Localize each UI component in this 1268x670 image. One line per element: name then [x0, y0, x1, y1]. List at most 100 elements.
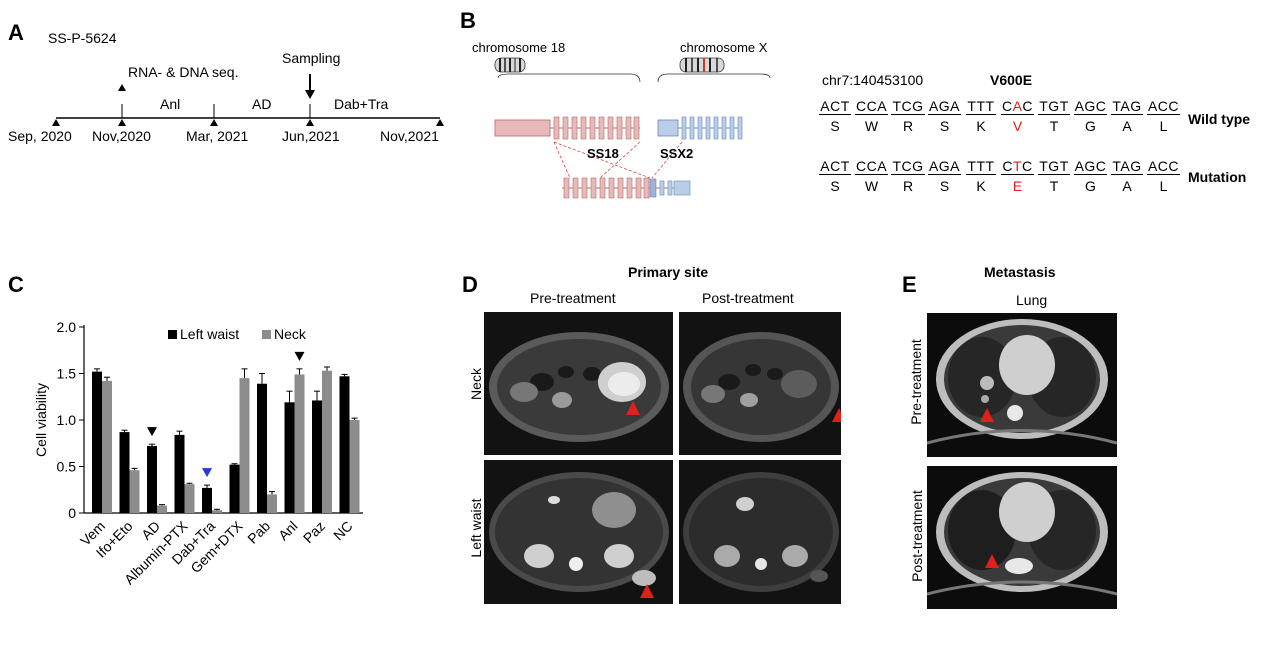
codon: CTC [1001, 158, 1034, 175]
row-pre-treatment-label: Pre-treatment [908, 339, 924, 425]
codon: TCG [891, 98, 925, 115]
y-tick-label: 1.5 [57, 366, 77, 382]
ssx2-gene [657, 116, 743, 140]
wildtype-label: Wild type [1188, 111, 1251, 127]
bar [312, 400, 322, 513]
codon: AGC [1073, 158, 1108, 175]
codon: TAG [1111, 98, 1143, 115]
col-pre-treatment: Pre-treatment [530, 290, 616, 306]
timeline-tick [436, 119, 444, 126]
mri-waist-pre [484, 460, 673, 604]
bar [349, 420, 360, 513]
x-tick-label: Anl [275, 518, 301, 544]
bar [294, 374, 305, 513]
amino-acid: K [976, 118, 986, 134]
bar [157, 505, 167, 513]
timeline-tick [306, 119, 314, 126]
codon: TTT [966, 98, 996, 115]
lesion-arrow-icon [626, 401, 640, 415]
x-tick-label: Pab [244, 518, 273, 547]
primary-site-title: Primary site [628, 264, 709, 280]
amino-acid: T [1049, 118, 1059, 134]
panel-label-d: D [462, 272, 478, 297]
metastasis-title: Metastasis [984, 264, 1056, 280]
amino-acid: L [1159, 118, 1168, 134]
codon: CAC [1000, 98, 1035, 115]
codon: CCA [854, 158, 889, 175]
amino-acid: S [939, 118, 950, 134]
amino-acid: L [1159, 178, 1168, 194]
codon: ACC [1146, 98, 1181, 115]
codon: AGA [927, 158, 962, 175]
y-tick-label: 2.0 [57, 319, 77, 335]
chrx-label: chromosome X [680, 40, 768, 55]
panel-label-b: B [460, 8, 476, 33]
x-tick-label: Paz [300, 518, 328, 546]
codon: TAG [1111, 158, 1143, 175]
seq-marker [118, 84, 126, 91]
lesion-arrow-icon [640, 584, 654, 598]
amino-acid: A [1122, 118, 1132, 134]
date-sep2020: Sep, 2020 [8, 128, 72, 144]
treatment-ad: AD [252, 96, 272, 112]
codon: AGA [927, 98, 962, 115]
fusion-diagram [494, 57, 771, 199]
bar [322, 370, 332, 513]
fusion-gene [562, 177, 691, 199]
date-mar2021: Mar, 2021 [186, 128, 249, 144]
treatment-dabtra: Dab+Tra [334, 96, 389, 112]
col-post-treatment: Post-treatment [702, 290, 794, 306]
mutation-label: Mutation [1188, 169, 1247, 185]
lesion-arrow-icon [832, 408, 841, 422]
bar [267, 494, 277, 513]
bar [284, 402, 295, 513]
amino-acid: T [1049, 178, 1059, 194]
bar [184, 484, 195, 513]
marker-triangle-icon [147, 427, 157, 437]
panel-label-e: E [902, 272, 917, 297]
y-axis-label: Cell viability [33, 383, 49, 457]
codon: ACT [819, 98, 851, 115]
amino-acid: R [902, 118, 914, 134]
codon: TCG [891, 158, 925, 175]
ct-lung-pre [927, 313, 1117, 457]
ss18-gene [494, 116, 640, 140]
chr18-label: chromosome 18 [472, 40, 566, 55]
row-post-treatment-label: Post-treatment [909, 490, 925, 582]
lesion-arrow-icon [985, 554, 999, 568]
mri-waist-post [679, 460, 841, 604]
ss18-label: SS18 [587, 146, 619, 161]
amino-acid: S [830, 118, 840, 134]
row-left-waist-label: Left waist [468, 498, 484, 558]
y-tick-label: 1.0 [57, 412, 77, 428]
amino-acid: A [1122, 178, 1132, 194]
panel-label-a: A [8, 20, 24, 45]
amino-acid: K [976, 178, 986, 194]
amino-acid: R [902, 178, 914, 194]
codon: ACT [819, 158, 851, 175]
bar [119, 432, 130, 513]
panel-label-c: C [8, 272, 24, 297]
timeline [52, 74, 444, 126]
amino-acid: W [864, 178, 879, 194]
bar [129, 470, 140, 513]
mri-neck-post [679, 312, 841, 455]
codon: AGC [1073, 98, 1108, 115]
bar [102, 380, 112, 513]
treatment-anl: Anl [160, 96, 181, 112]
bar [92, 371, 102, 513]
amino-acid: G [1085, 178, 1096, 194]
amino-acid: G [1085, 118, 1096, 134]
mri-neck-pre [484, 312, 673, 455]
bar [174, 434, 185, 513]
codon: TGT [1038, 98, 1070, 115]
bar [147, 446, 157, 513]
bar [239, 378, 250, 513]
x-tick-label: NC [330, 518, 356, 544]
marker-triangle-icon [294, 351, 305, 361]
amino-acid: S [830, 178, 840, 194]
bar [202, 487, 212, 513]
seq-label: RNA- & DNA seq. [128, 64, 239, 80]
timeline-tick [210, 119, 218, 126]
